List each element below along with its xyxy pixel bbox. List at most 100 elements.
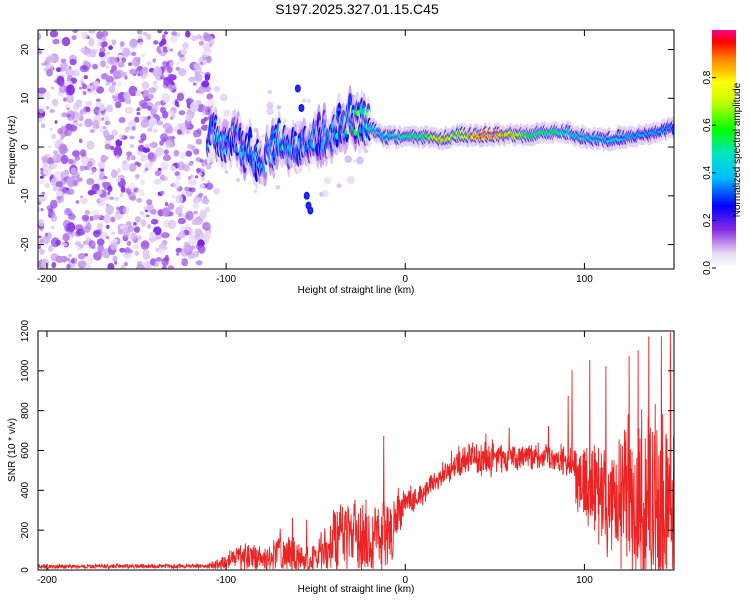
noise-blob [195, 260, 203, 266]
noise-blob [163, 61, 167, 65]
noise-blob [68, 158, 74, 165]
noise-blob [102, 181, 108, 188]
noise-blob [98, 51, 106, 58]
noise-blob [54, 120, 58, 124]
noise-blob [167, 84, 174, 92]
spectrogram-ylabel: Frequency (Hz) [7, 116, 18, 185]
noise-blob [146, 61, 152, 66]
noise-blob [178, 68, 187, 77]
noise-blob [107, 262, 115, 269]
noise-blob [103, 155, 109, 160]
snr-peak [291, 517, 293, 519]
noise-blob [79, 79, 84, 83]
noise-blob [109, 240, 118, 251]
faint-blob [306, 98, 311, 104]
faint-blob [321, 189, 329, 198]
noise-blob [38, 105, 45, 114]
faint-blob [344, 155, 353, 163]
noise-blob [149, 141, 158, 148]
noise-blob [175, 194, 183, 204]
noise-blob [131, 125, 136, 131]
faint-blob [275, 185, 281, 190]
noise-blob [66, 94, 74, 104]
noise-blob [159, 116, 163, 119]
noise-blob [96, 252, 101, 258]
noise-blob [176, 92, 185, 102]
snr-peak [431, 481, 433, 483]
noise-blob [162, 110, 169, 119]
faint-blob [356, 156, 364, 165]
noise-blob [79, 65, 88, 73]
faint-blob [266, 107, 274, 116]
noise-blob [140, 133, 147, 142]
noise-blob [137, 144, 145, 152]
noise-blob [61, 147, 69, 154]
colorbar-tick-label: 0.6 [702, 118, 713, 132]
faint-blob [236, 178, 240, 183]
noise-blob [157, 30, 163, 34]
noise-blob [41, 258, 49, 269]
noise-blob [188, 162, 193, 167]
noise-blob [127, 182, 136, 191]
noise-blob [122, 227, 128, 234]
noise-blob [129, 38, 138, 49]
x-tick-label: 100 [576, 575, 593, 586]
noise-blob [129, 143, 135, 149]
noise-blob [142, 249, 150, 256]
noise-blob [167, 219, 177, 230]
noise-blob [96, 238, 105, 246]
noise-blob [108, 85, 116, 94]
noise-blob [154, 170, 161, 177]
noise-blob [70, 167, 77, 175]
noise-blob [66, 264, 71, 269]
noise-blob [51, 98, 59, 107]
ridge-feature-core [296, 86, 300, 91]
noise-blob [203, 231, 211, 240]
noise-blob [198, 172, 203, 176]
noise-blob [96, 197, 106, 207]
noise-blob [91, 209, 100, 216]
noise-blob [162, 34, 166, 39]
colorbar-label: Normalized spectral amplitude [732, 82, 743, 217]
noise-blob [175, 66, 181, 71]
noise-blob [129, 68, 138, 75]
noise-blob [198, 40, 204, 46]
noise-blob [113, 145, 123, 158]
noise-blob [115, 154, 120, 160]
ridge-feature-core [308, 208, 312, 213]
noise-blob [176, 252, 180, 256]
noise-blob [38, 87, 47, 94]
noise-blob [146, 224, 152, 229]
noise-blob [136, 198, 143, 203]
noise-blob [183, 242, 191, 251]
noise-blob [96, 86, 104, 94]
noise-blob [134, 250, 139, 256]
x-tick-label: 0 [402, 274, 408, 285]
noise-blob [193, 210, 198, 215]
colorbar-tick-label: 0.4 [702, 165, 713, 179]
noise-blob [119, 247, 126, 253]
noise-blob [155, 257, 163, 262]
ridge-feature-core [305, 193, 309, 198]
noise-blob [106, 51, 110, 55]
noise-blob [72, 179, 78, 186]
noise-blob [101, 30, 109, 37]
noise-blob [135, 174, 140, 179]
noise-blob [129, 135, 135, 140]
noise-blob [49, 109, 55, 113]
noise-blob [172, 180, 181, 190]
spectrogram-heatmap [38, 30, 674, 269]
noise-blob [101, 117, 105, 121]
noise-blob [205, 182, 214, 190]
noise-blob [160, 232, 170, 239]
noise-blob [123, 91, 131, 101]
y-tick-label: 0 [20, 567, 31, 573]
noise-blob [200, 175, 205, 181]
noise-blob [75, 200, 80, 204]
noise-blob [139, 41, 143, 46]
noise-blob [38, 194, 45, 204]
y-tick-label: 400 [20, 482, 31, 499]
snr-peak [571, 370, 573, 372]
